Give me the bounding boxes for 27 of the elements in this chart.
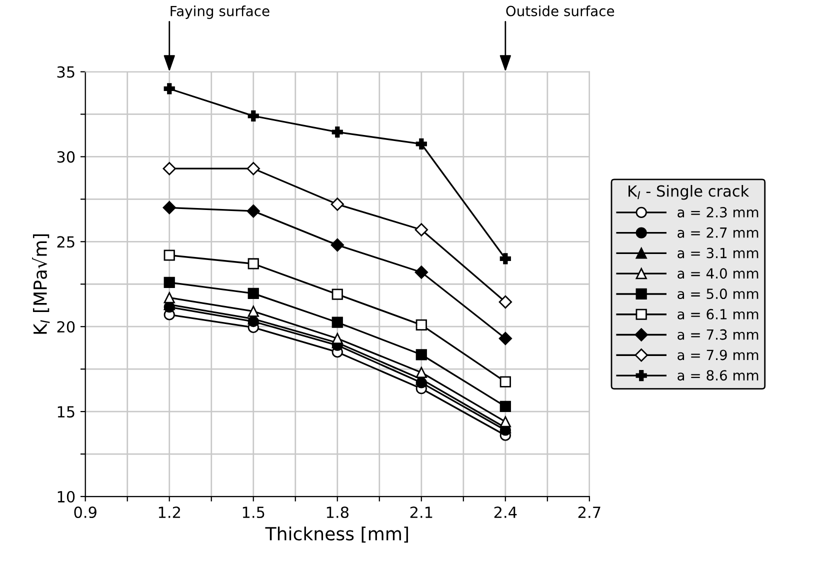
text: Faying surface xyxy=(170,6,270,19)
text: Outside surface xyxy=(506,6,614,16)
legend-title: K$_{I}$ - Single crack xyxy=(628,184,750,200)
x-axis-title: Thickness [mm] xyxy=(265,526,408,543)
legend-label: a = 3.1 mm xyxy=(678,248,758,258)
x-tick-label: 1.5 xyxy=(242,506,264,518)
y-tick-label: 20 xyxy=(57,321,75,333)
x-tick-label: 2.7 xyxy=(578,506,600,518)
y-tick-label: 10 xyxy=(58,490,75,503)
legend-label: a = 7.9 mm xyxy=(678,350,758,360)
x-tick-label: 0.9 xyxy=(74,506,96,518)
legend-label: a = 4.0 mm xyxy=(678,268,758,279)
y-tick-label: 25 xyxy=(57,236,74,248)
x-tick-label: 2.4 xyxy=(494,506,517,518)
x-tick-label: 1.8 xyxy=(326,506,348,518)
legend-label: a = 2.3 mm xyxy=(678,206,758,218)
legend-label: a = 2.7 mm xyxy=(678,227,758,238)
legend-label: a = 8.6 mm xyxy=(678,370,758,381)
y-tick-label: 30 xyxy=(57,151,75,163)
y-tick-label: 35 xyxy=(57,66,74,78)
y-tick-label: 15 xyxy=(58,406,74,418)
x-tick-label: 2.1 xyxy=(410,506,432,518)
x-tick-label: 1.2 xyxy=(158,506,180,518)
legend-label: a = 5.0 mm xyxy=(678,288,758,300)
legend-label: a = 7.3 mm xyxy=(678,329,758,340)
legend-label: a = 6.1 mm xyxy=(678,308,758,320)
y-axis-title: K$_{I}$ [MPa√m] xyxy=(32,234,50,334)
